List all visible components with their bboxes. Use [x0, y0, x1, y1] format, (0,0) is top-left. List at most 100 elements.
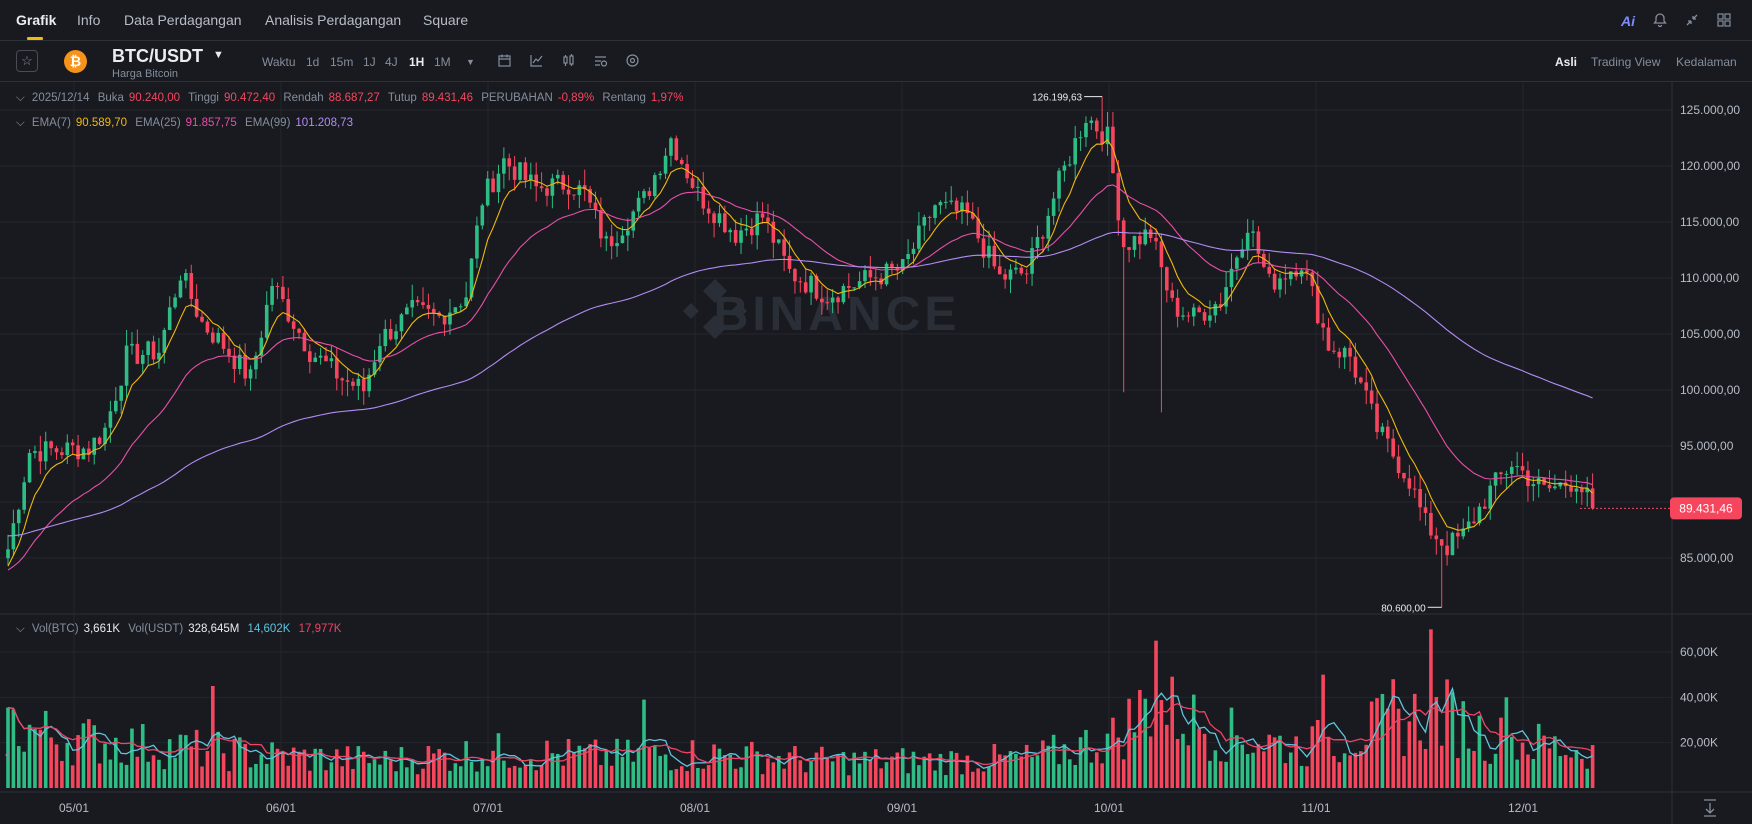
chart-grid: [0, 82, 1672, 788]
volume-bar: [793, 746, 797, 788]
chart-settings-icon[interactable]: [592, 53, 608, 69]
view-trading-view[interactable]: Trading View: [1591, 55, 1661, 69]
volume-bar: [103, 743, 107, 788]
candle: [1547, 484, 1552, 489]
volume-bar: [1014, 753, 1018, 788]
candle: [1143, 229, 1148, 245]
tab-square[interactable]: Square: [423, 12, 469, 28]
candle: [636, 197, 641, 212]
timeframe-1m[interactable]: 1M: [434, 55, 451, 69]
volume-bar: [825, 757, 830, 788]
volume-bar: [1515, 759, 1519, 788]
price-tick-label: 100.000,00: [1680, 383, 1740, 397]
candle: [426, 304, 431, 309]
pair-selector[interactable]: BTC/USDT: [112, 46, 203, 66]
volume-bar: [372, 759, 377, 788]
candle-type-icon[interactable]: [560, 53, 576, 69]
candle: [1078, 137, 1083, 139]
candle: [518, 162, 522, 180]
candle: [173, 297, 177, 308]
timeframe-4j[interactable]: 4J: [385, 55, 398, 69]
candle: [906, 254, 910, 260]
volume-tick-label: 60,00K: [1680, 645, 1718, 659]
ai-icon[interactable]: Ai: [1621, 13, 1635, 29]
volume-bar: [1067, 759, 1072, 788]
candle: [313, 357, 318, 362]
layout-grid-icon[interactable]: [1715, 12, 1733, 30]
candle: [146, 341, 150, 355]
volume-bar: [1353, 752, 1358, 788]
timeframe-15m[interactable]: 15m: [330, 55, 354, 69]
chevron-left-icon[interactable]: [5, 750, 10, 760]
timeframe-more-chevron-icon[interactable]: ▼: [466, 57, 475, 67]
candle: [1014, 267, 1018, 270]
volume-bar: [620, 756, 625, 788]
candle: [1138, 236, 1142, 245]
timeframe-1d[interactable]: 1d: [306, 55, 320, 69]
candle: [54, 448, 59, 453]
candle: [237, 354, 242, 369]
volume-bar: [906, 773, 910, 788]
volume-bar: [1493, 753, 1498, 788]
volume-bar: [1041, 740, 1045, 788]
tab-grafik[interactable]: Grafik: [16, 12, 57, 28]
view-asli[interactable]: Asli: [1555, 55, 1578, 69]
candle: [22, 482, 26, 510]
candle: [1267, 266, 1272, 274]
candle: [1423, 507, 1428, 513]
volume-bar: [1019, 756, 1024, 788]
volume-bar: [1423, 748, 1428, 788]
candle: [1278, 278, 1282, 290]
ohlc-low: 88.687,27: [328, 92, 380, 104]
candle: [442, 315, 447, 325]
indicator-icon[interactable]: [528, 53, 544, 69]
candle: [911, 248, 916, 255]
candle: [577, 185, 582, 196]
candle: [496, 173, 501, 193]
volume-bar: [140, 724, 145, 788]
bitcoin-logo-icon: ₿: [64, 50, 87, 73]
candle: [1094, 120, 1099, 132]
candle: [744, 228, 749, 231]
chevron-down-icon[interactable]: ⌵: [16, 117, 25, 129]
candle: [1073, 138, 1077, 165]
price-chart[interactable]: BINANCE 125.000,00 120.000,00 115.000,00 11…: [0, 82, 1752, 824]
candle: [480, 205, 485, 226]
chevron-down-icon[interactable]: ⌵: [16, 623, 25, 635]
candle: [1132, 236, 1137, 250]
chart-area[interactable]: BINANCE 125.000,00 120.000,00 115.000,00 11…: [0, 82, 1752, 824]
ohlc-legend: ⌵ 2025/12/14 Buka 90.240,00 Tinggi 90.472,…: [16, 92, 684, 104]
volume-bar: [555, 753, 560, 788]
bell-icon[interactable]: [1651, 12, 1669, 30]
candle: [917, 225, 921, 249]
volume-bar: [162, 769, 167, 788]
candle: [60, 452, 64, 456]
volume-bar: [1159, 700, 1164, 788]
volume-bar: [167, 739, 172, 788]
timeframe-1h[interactable]: 1H: [409, 55, 425, 69]
candle: [1456, 532, 1460, 537]
candle: [970, 213, 975, 219]
tab-data-perdagangan[interactable]: Data Perdagangan: [124, 12, 242, 28]
timeframe-1j[interactable]: 1J: [363, 55, 376, 69]
calendar-icon[interactable]: [496, 53, 512, 69]
volume-bar: [1434, 697, 1439, 788]
chevron-down-icon[interactable]: ▼: [213, 49, 224, 61]
candle: [561, 174, 565, 190]
volume-bar: [749, 741, 754, 788]
favorite-star-icon[interactable]: ☆: [16, 50, 38, 72]
volume-bar: [1509, 736, 1514, 788]
volume-bar: [431, 753, 436, 788]
scroll-to-latest-icon[interactable]: [1704, 799, 1716, 817]
candle: [372, 362, 377, 375]
gear-icon[interactable]: [624, 53, 640, 69]
chevron-down-icon[interactable]: ⌵: [16, 92, 25, 104]
candle: [847, 286, 851, 288]
price-tick-label: 85.000,00: [1680, 551, 1734, 565]
volume-bar: [545, 740, 549, 788]
view-kedalaman[interactable]: Kedalaman: [1676, 55, 1737, 69]
collapse-icon[interactable]: [1683, 12, 1701, 30]
tab-info[interactable]: Info: [77, 12, 101, 28]
volume-bar: [1466, 748, 1471, 788]
tab-analisis-perdagangan[interactable]: Analisis Perdagangan: [265, 12, 402, 28]
